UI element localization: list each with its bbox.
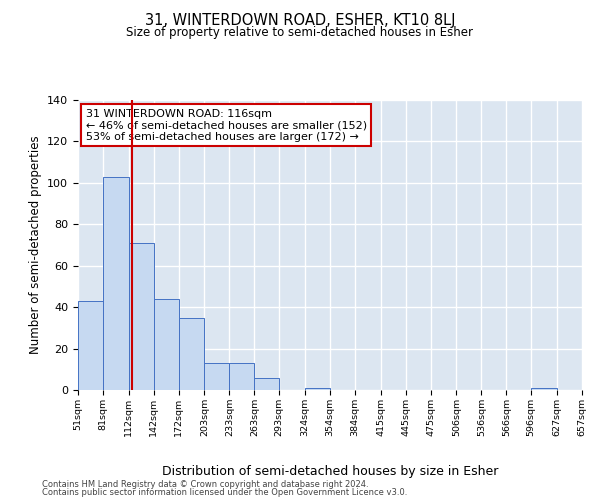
Bar	[78, 301, 103, 390]
Bar	[531, 388, 557, 390]
Bar	[254, 378, 279, 390]
Text: Contains HM Land Registry data © Crown copyright and database right 2024.: Contains HM Land Registry data © Crown c…	[42, 480, 368, 489]
Bar	[179, 318, 205, 390]
Bar	[129, 243, 154, 390]
Bar	[205, 363, 229, 390]
Text: 31, WINTERDOWN ROAD, ESHER, KT10 8LJ: 31, WINTERDOWN ROAD, ESHER, KT10 8LJ	[145, 12, 455, 28]
Text: Size of property relative to semi-detached houses in Esher: Size of property relative to semi-detach…	[127, 26, 473, 39]
Y-axis label: Number of semi-detached properties: Number of semi-detached properties	[29, 136, 41, 354]
Text: Contains public sector information licensed under the Open Government Licence v3: Contains public sector information licen…	[42, 488, 407, 497]
Bar	[305, 388, 330, 390]
Bar	[229, 363, 254, 390]
Text: Distribution of semi-detached houses by size in Esher: Distribution of semi-detached houses by …	[162, 464, 498, 477]
Text: 31 WINTERDOWN ROAD: 116sqm
← 46% of semi-detached houses are smaller (152)
53% o: 31 WINTERDOWN ROAD: 116sqm ← 46% of semi…	[86, 108, 367, 142]
Bar	[154, 299, 179, 390]
Bar	[103, 176, 129, 390]
